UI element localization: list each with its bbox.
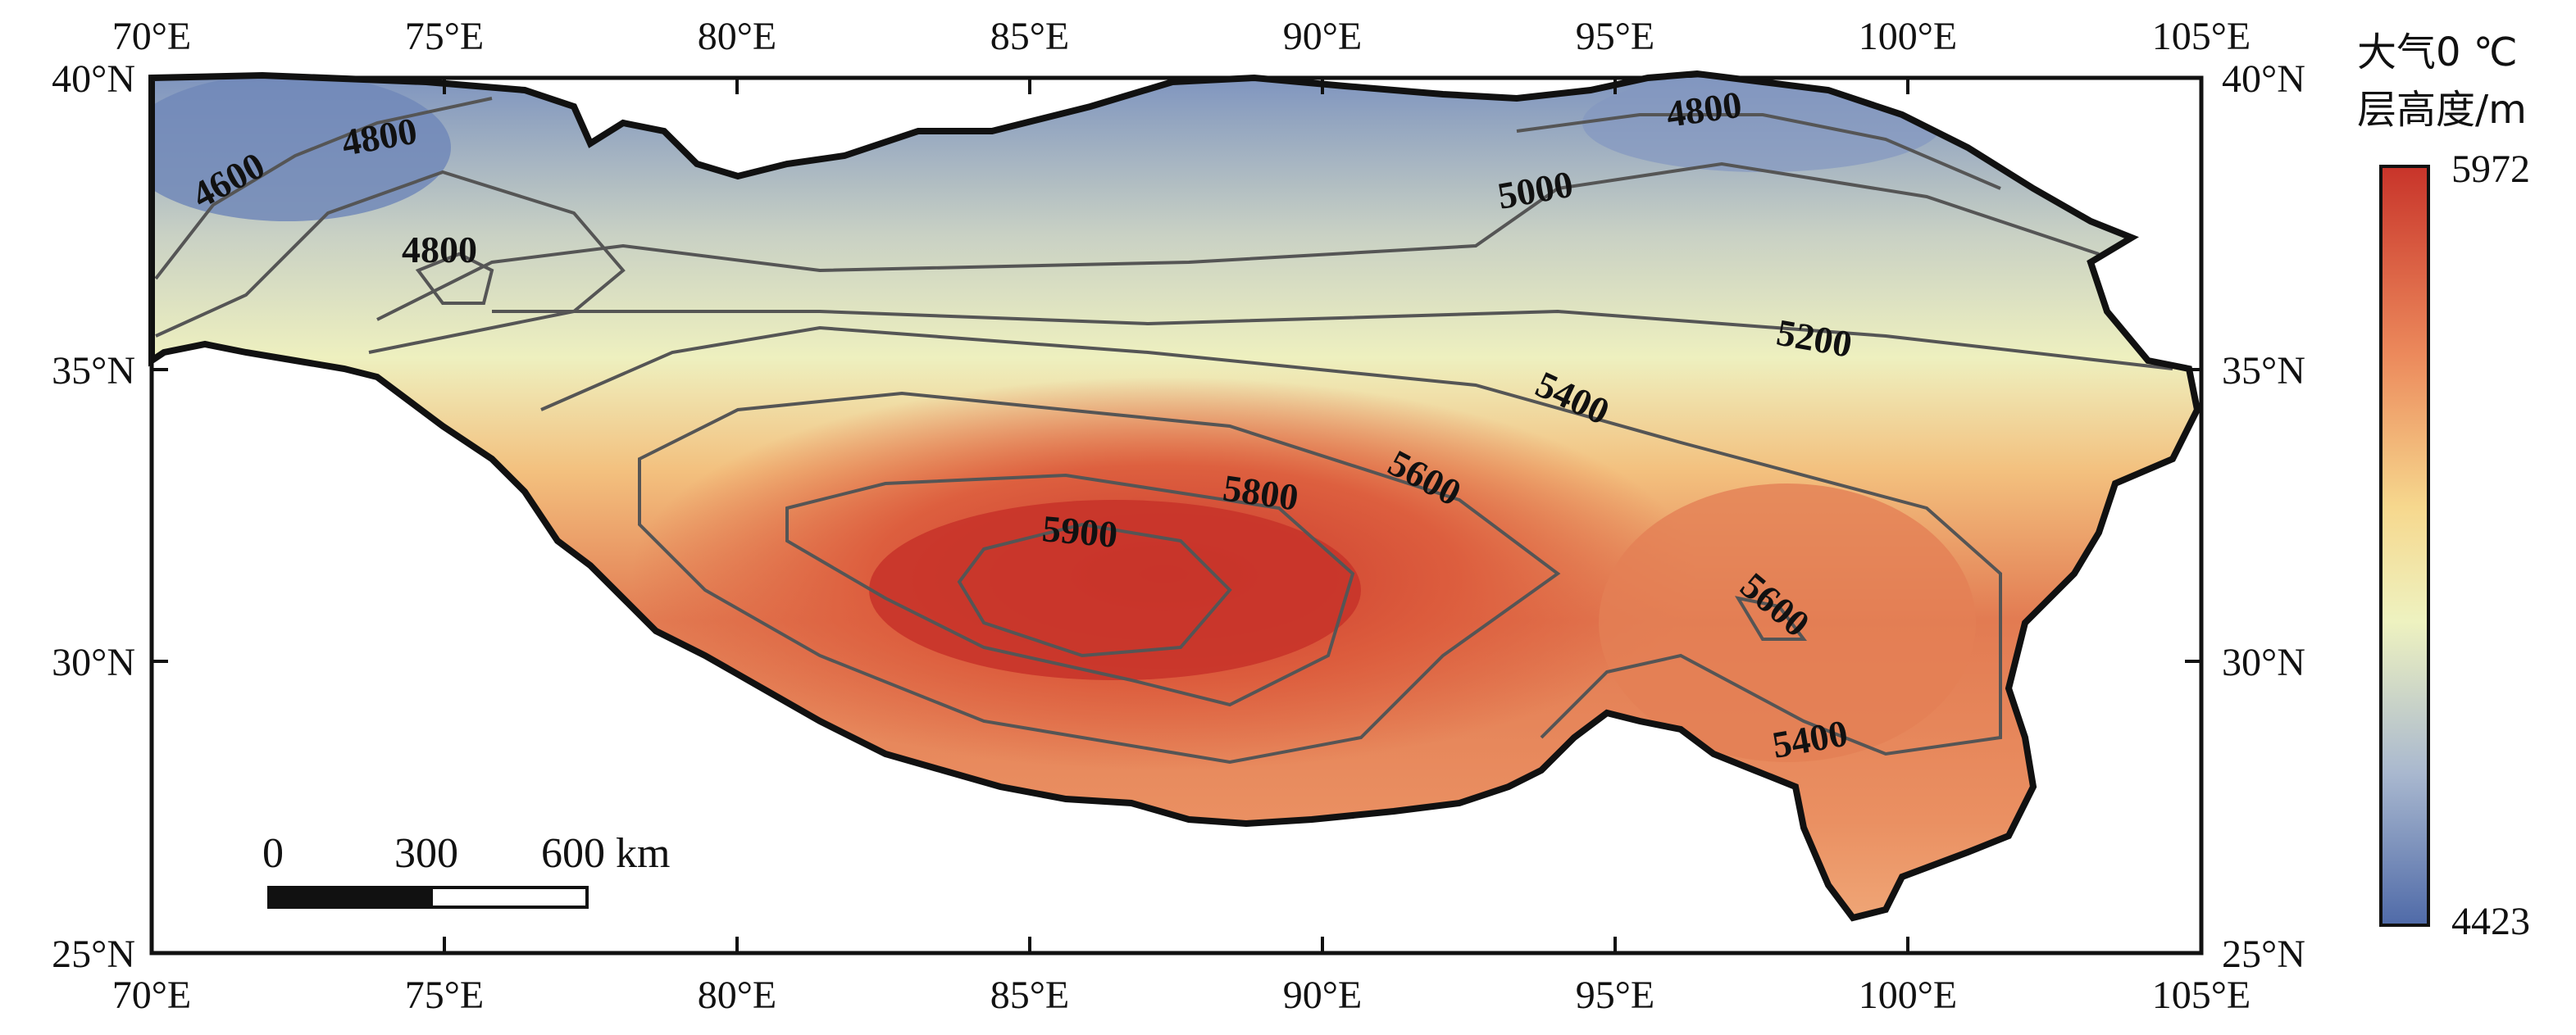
y-axis-right: 40°N 35°N 30°N 25°N xyxy=(2222,57,2305,976)
y-tick-label: 30°N xyxy=(52,641,135,684)
contour-5600 xyxy=(638,391,1561,765)
x-tick-label: 80°E xyxy=(698,15,777,58)
contour-lines xyxy=(154,97,2173,765)
x-tick-label: 95°E xyxy=(1576,974,1655,1017)
contour-4600 xyxy=(154,97,493,280)
x-tick-label: 100°E xyxy=(1859,974,1958,1017)
contour-5600-east xyxy=(1734,596,1807,641)
y-tick-label: 40°N xyxy=(52,57,135,101)
y-tick-label: 25°N xyxy=(2222,933,2305,976)
colorbar-legend: 大气0 ℃ 层高度/m 5972 4423 xyxy=(2357,30,2530,943)
colorbar-max-label: 5972 xyxy=(2451,148,2530,191)
x-tick-label: 105°E xyxy=(2152,15,2251,58)
y-tick-label: 40°N xyxy=(2222,57,2305,101)
axis-ticks xyxy=(152,78,2201,953)
contour-label: 4800 xyxy=(1663,84,1744,135)
x-tick-label: 75°E xyxy=(405,974,485,1017)
contour-4800-ring xyxy=(415,252,494,305)
y-axis-left: 40°N 35°N 30°N 25°N xyxy=(52,57,135,976)
contour-label: 5900 xyxy=(1040,507,1119,556)
x-tick-label: 75°E xyxy=(405,15,485,58)
contour-5000 xyxy=(376,161,2100,321)
y-tick-label: 30°N xyxy=(2222,641,2305,684)
legend-title-line1: 大气0 ℃ xyxy=(2357,30,2518,75)
scale-label: 0 xyxy=(262,830,284,877)
x-tick-label: 85°E xyxy=(990,974,1070,1017)
contour-4800 xyxy=(155,170,626,338)
colorbar xyxy=(2379,165,2430,927)
x-tick-label: 95°E xyxy=(1576,15,1655,58)
x-tick-label: 105°E xyxy=(2152,974,2251,1017)
y-tick-label: 35°N xyxy=(52,349,135,393)
y-tick-label: 35°N xyxy=(2222,349,2305,393)
x-tick-label: 100°E xyxy=(1859,15,1958,58)
x-tick-label: 90°E xyxy=(1283,974,1363,1017)
contour-5400 xyxy=(540,325,2002,756)
scale-label: 300 xyxy=(394,830,458,877)
scale-label: 600 km xyxy=(541,830,670,877)
y-tick-label: 25°N xyxy=(52,933,135,976)
x-tick-label: 80°E xyxy=(698,974,777,1017)
x-tick-label: 85°E xyxy=(990,15,1070,58)
x-axis-top: 70°E 75°E 80°E 85°E 90°E 95°E 100°E 105°… xyxy=(112,15,2251,58)
legend-title-line2: 层高度/m xyxy=(2357,87,2527,133)
x-tick-label: 70°E xyxy=(112,15,192,58)
contour-5800 xyxy=(785,473,1355,707)
x-tick-label: 90°E xyxy=(1283,15,1363,58)
colorbar-min-label: 4423 xyxy=(2451,900,2530,943)
contour-label: 5800 xyxy=(1221,466,1301,518)
contour-4800-north xyxy=(1516,113,2001,190)
x-tick-label: 70°E xyxy=(112,974,192,1017)
contour-label: 4800 xyxy=(402,229,477,270)
scale-bar: 0 300 600 km xyxy=(262,830,670,909)
x-axis-bottom: 70°E 75°E 80°E 85°E 90°E 95°E 100°E 105°… xyxy=(112,974,2251,1017)
contour-5900 xyxy=(957,522,1232,658)
